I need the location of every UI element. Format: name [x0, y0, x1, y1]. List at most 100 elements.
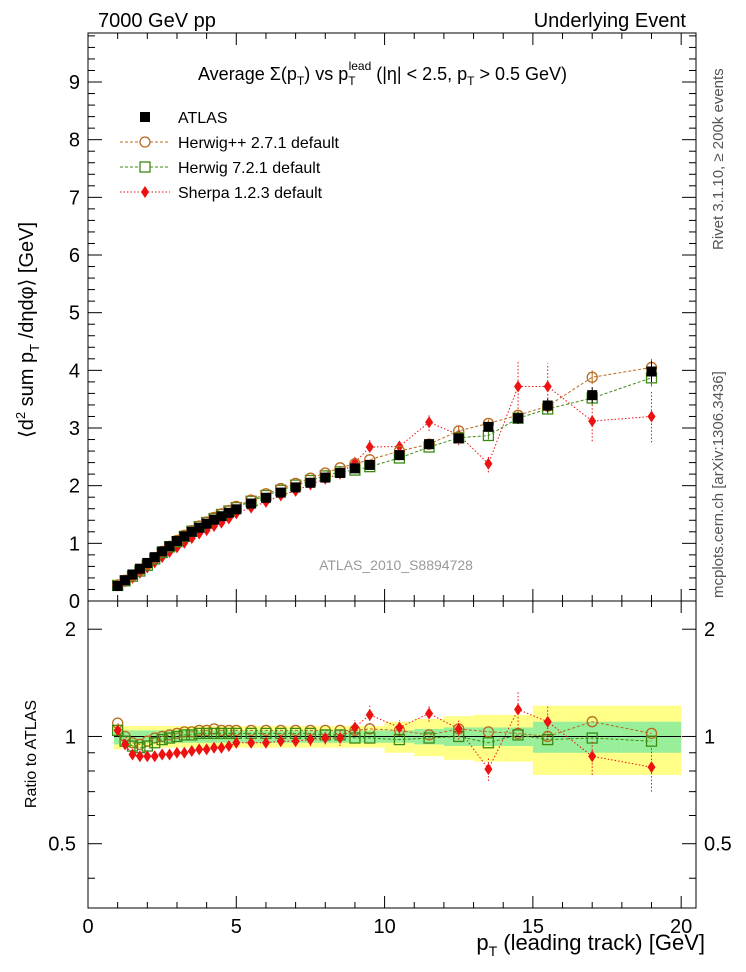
ratio-point — [223, 727, 235, 740]
data-point — [514, 380, 523, 393]
legend-atlas-marker — [140, 112, 150, 122]
data-point — [223, 507, 234, 518]
ratio-ytick-label-right: 2 — [704, 619, 715, 641]
ratio-point — [215, 727, 228, 740]
ratio-series-1 — [112, 724, 658, 754]
ratio-xtick-label: 10 — [373, 916, 395, 938]
ratio-point — [588, 750, 597, 763]
data-point — [335, 467, 346, 478]
data-point — [513, 413, 524, 424]
ratio-xtick-label: 20 — [670, 916, 692, 938]
ratio-point — [425, 707, 434, 720]
ratio-point — [135, 750, 144, 763]
ratio-point — [454, 722, 463, 735]
ratio-bands — [113, 705, 682, 775]
ratio-point — [645, 735, 658, 747]
legend-herwigpp: Herwig++ 2.7.1 default — [120, 135, 340, 152]
ratio-xtick-label: 0 — [82, 916, 93, 938]
ratio-series-2 — [113, 692, 656, 792]
ratio-point — [647, 761, 656, 774]
data-point — [260, 492, 271, 503]
xlabel-sub: T — [489, 943, 498, 959]
watermark: ATLAS_2010_S8894728 — [319, 557, 473, 573]
ratio-point — [336, 732, 345, 745]
ratio-point — [364, 732, 376, 744]
series-line — [117, 377, 652, 586]
band-stat — [621, 721, 682, 753]
main-ytick-label: 3 — [69, 418, 80, 440]
mcplots-label: mcplots.cern.ch [arXiv:1306.3436] — [710, 371, 727, 598]
ratio-point — [165, 748, 174, 761]
ylabel-ratio: Ratio to ATLAS — [23, 700, 40, 808]
legend-herwig7-label: Herwig 7.2.1 default — [178, 160, 321, 177]
main-ytick-label: 9 — [69, 72, 80, 94]
ratio-point — [193, 727, 205, 740]
ratio-ytick-label: 2 — [65, 619, 76, 641]
ylabel-sub-t: T — [27, 344, 42, 352]
ratio-point — [171, 730, 183, 743]
ratio-line — [117, 708, 652, 771]
rivet-label: Rivet 3.1.10, ≥ 200k events — [710, 68, 727, 250]
ratio-point — [217, 741, 226, 754]
data-point — [201, 518, 212, 529]
ratio-axis-ticks: 0 5 10 15 20 0.5 0.5 1 1 2 2 — [48, 601, 732, 938]
main-ytick-label: 6 — [69, 245, 80, 267]
data-point — [209, 514, 220, 525]
ratio-point — [512, 729, 524, 741]
title-prefix: Average — [198, 64, 270, 84]
ratio-point — [150, 750, 159, 763]
ratio-xtick-label: 15 — [522, 916, 544, 938]
main-ytick-label: 0 — [69, 591, 80, 613]
data-point — [587, 390, 598, 401]
title-sub-t3: T — [467, 74, 475, 88]
main-title: Average Σ(pT) vs pTlead (|η| < 2.5, pT >… — [198, 59, 567, 88]
data-point — [171, 536, 182, 547]
ratio-point — [423, 732, 435, 744]
ratio-point — [180, 746, 189, 759]
main-axis-ticks: 0 1 2 3 4 5 6 7 8 9 — [69, 33, 696, 613]
legend-herwig7: Herwig 7.2.1 default — [120, 160, 321, 177]
title-sub-t2: T — [348, 74, 356, 88]
data-point — [349, 463, 360, 474]
ratio-point — [113, 724, 122, 737]
ratio-point — [543, 715, 552, 728]
ratio-point — [232, 736, 241, 749]
ratio-point — [195, 743, 204, 756]
data-point — [186, 526, 197, 537]
main-ytick-label: 7 — [69, 187, 80, 209]
data-point — [290, 482, 301, 493]
series-0 — [112, 361, 657, 592]
legend-atlas: ATLAS — [140, 110, 228, 127]
title-lead: lead — [349, 59, 372, 73]
data-point — [149, 552, 160, 563]
ratio-panel: 0 5 10 15 20 0.5 0.5 1 1 2 2 Ratio to ATLAS pT (le… — [23, 600, 732, 959]
ratio-point — [121, 738, 130, 751]
header-right: Underlying Event — [534, 10, 687, 32]
data-point — [647, 410, 656, 423]
ratio-xtick-label: 5 — [231, 916, 242, 938]
ratio-line — [117, 730, 652, 749]
title-rest: (|η| < 2.5, p — [371, 64, 467, 84]
main-ytick-label: 1 — [69, 533, 80, 555]
ratio-point — [291, 735, 300, 748]
ratio-point — [261, 736, 270, 749]
title-sub-t: T — [297, 74, 305, 88]
ratio-point — [482, 726, 495, 738]
series-line — [117, 385, 652, 586]
series-1 — [112, 358, 658, 591]
legend-herwig7-marker — [139, 161, 151, 173]
ratio-point — [143, 750, 152, 763]
data-point — [246, 498, 257, 509]
data-point — [646, 366, 657, 377]
ratio-point — [395, 721, 404, 734]
ratio-ytick-label-right: 0.5 — [704, 834, 732, 856]
ratio-point — [158, 748, 167, 761]
main-ytick-label: 2 — [69, 476, 80, 498]
data-point — [194, 522, 205, 533]
data-point — [164, 541, 175, 552]
data-point — [425, 416, 434, 429]
ratio-ytick-label-right: 1 — [704, 726, 715, 748]
ratio-point — [350, 721, 359, 734]
data-point — [424, 439, 435, 450]
